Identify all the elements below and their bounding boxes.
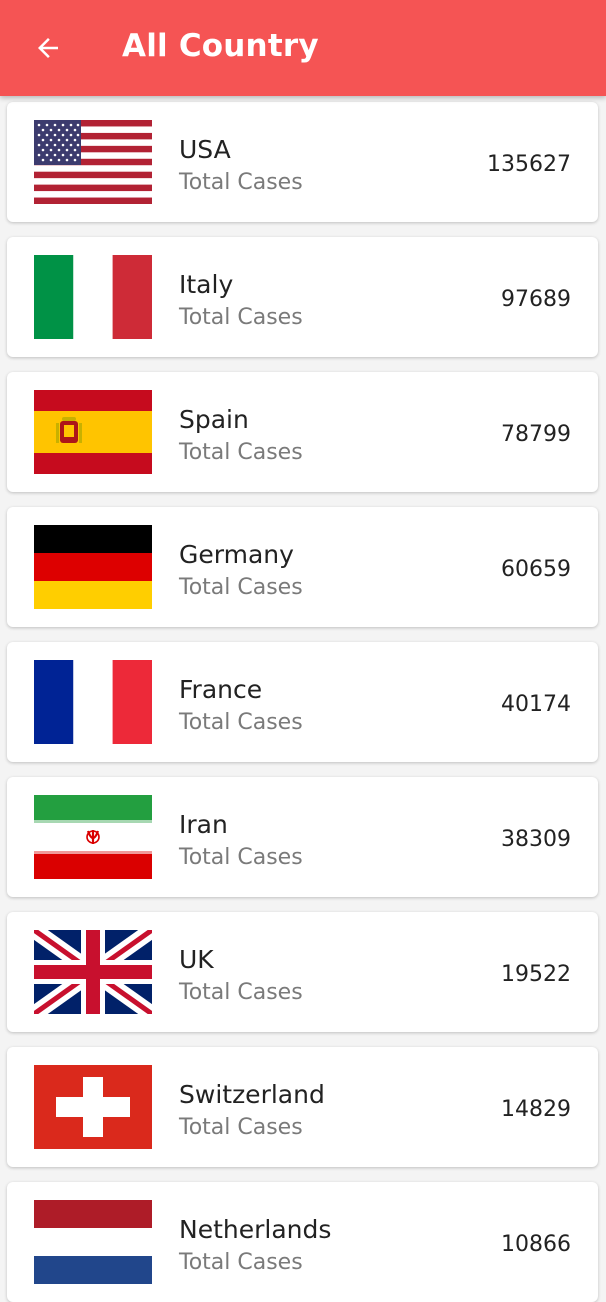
total-cases-label: Total Cases [179,170,303,195]
total-cases-label: Total Cases [179,305,303,330]
country-card-usa[interactable]: USA Total Cases 135627 [7,102,598,222]
country-name: Switzerland [179,1080,325,1109]
total-cases-label: Total Cases [179,1250,303,1275]
country-card-switzerland[interactable]: Switzerland Total Cases 14829 [7,1047,598,1167]
case-count: 135627 [487,152,571,177]
case-count: 38309 [501,827,571,852]
country-card-italy[interactable]: Italy Total Cases 97689 [7,237,598,357]
case-count: 19522 [501,962,571,987]
case-count: 14829 [501,1097,571,1122]
uk-flag-icon [34,930,152,1014]
country-card-germany[interactable]: Germany Total Cases 60659 [7,507,598,627]
country-name: France [179,675,263,704]
total-cases-label: Total Cases [179,575,303,600]
country-card-spain[interactable]: Spain Total Cases 78799 [7,372,598,492]
italy-flag-icon [34,255,152,339]
switzerland-flag-icon [34,1065,152,1149]
case-count: 78799 [501,422,571,447]
country-name: USA [179,135,231,164]
iran-flag-icon [34,795,152,879]
total-cases-label: Total Cases [179,845,303,870]
country-card-france[interactable]: France Total Cases 40174 [7,642,598,762]
country-name: Germany [179,540,294,569]
country-card-uk[interactable]: UK Total Cases 19522 [7,912,598,1032]
country-card-netherlands[interactable]: Netherlands Total Cases 10866 [7,1182,598,1302]
country-card-iran[interactable]: Iran Total Cases 38309 [7,777,598,897]
arrow-back-icon [38,38,58,58]
back-button[interactable] [26,26,70,70]
total-cases-label: Total Cases [179,440,303,465]
usa-flag-icon [34,120,152,204]
france-flag-icon [34,660,152,744]
country-name: Netherlands [179,1215,332,1244]
germany-flag-icon [34,525,152,609]
case-count: 40174 [501,692,571,717]
total-cases-label: Total Cases [179,980,303,1005]
total-cases-label: Total Cases [179,1115,303,1140]
app-bar: All Country [0,0,606,96]
total-cases-label: Total Cases [179,710,303,735]
case-count: 60659 [501,557,571,582]
country-name: Iran [179,810,228,839]
country-name: Spain [179,405,249,434]
case-count: 10866 [501,1232,571,1257]
spain-flag-icon [34,390,152,474]
country-name: Italy [179,270,234,299]
netherlands-flag-icon [34,1200,152,1284]
case-count: 97689 [501,287,571,312]
page-title: All Country [122,28,319,64]
country-name: UK [179,945,214,974]
